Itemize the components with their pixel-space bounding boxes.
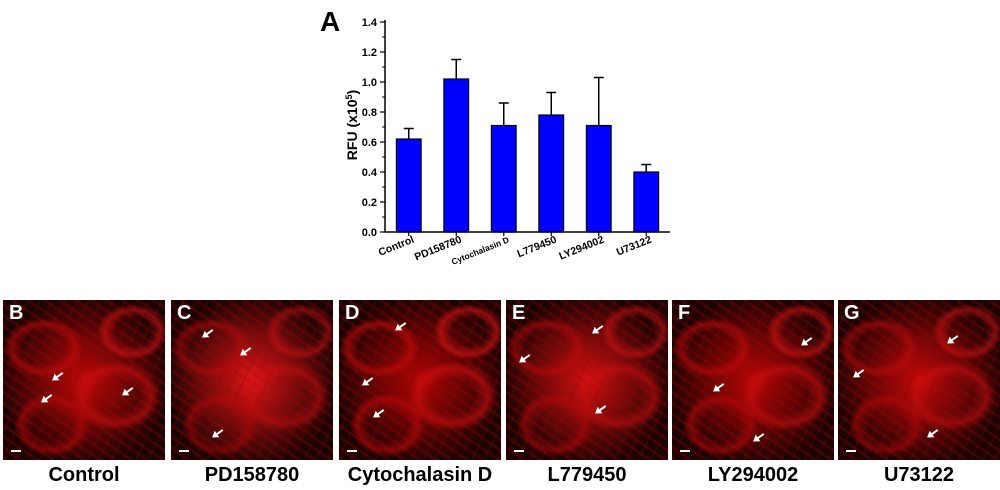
y-axis-label-superscript: 5 — [344, 94, 354, 99]
y-tick-label: 0.0 — [362, 227, 377, 239]
bar-ly294002 — [585, 124, 612, 233]
error-bars — [403, 58, 652, 172]
y-tick-label: 0.2 — [362, 197, 377, 209]
y-tick-label: 1.4 — [362, 17, 378, 29]
panel-label-f: F — [678, 302, 691, 324]
y-axis-label-text: RFU (x10 — [344, 99, 360, 160]
y-tick-label: 1.2 — [362, 47, 377, 59]
scale-bar — [179, 450, 189, 452]
x-tick-label: L779450 — [515, 234, 558, 261]
scale-bar — [11, 450, 21, 452]
svg-text:RFU (x105): RFU (x105) — [344, 90, 360, 160]
micrograph-panel-d: D — [339, 300, 501, 460]
bar-l779450 — [538, 114, 565, 233]
y-tick-label: 1.0 — [362, 77, 377, 89]
bar-cytochalasin-d — [490, 124, 517, 233]
arrow-icon — [201, 329, 213, 339]
arrow-icon — [211, 429, 223, 439]
x-tick-label: U73122 — [615, 234, 654, 259]
panel-caption-e: L779450 — [547, 464, 627, 486]
y-ticks: 0.0 0.2 0.4 0.6 0.8 1.0 1.2 1.4 — [362, 17, 385, 239]
panel-caption-c: PD158780 — [204, 464, 300, 486]
arrow-icon — [121, 387, 133, 397]
panel-caption-f: LY294002 — [707, 464, 799, 486]
x-tick-label: Control — [377, 234, 416, 259]
arrow-icon — [51, 372, 63, 382]
panel-caption-b: Control — [48, 464, 120, 486]
bar-u73122 — [633, 171, 660, 233]
arrow-icon — [752, 433, 764, 443]
panel-label-a: A — [320, 6, 340, 37]
bar-chart: A RFU (x105) 0.0 0.2 0.4 0.6 0.8 1.0 1.2 1.4 Co… — [320, 6, 670, 267]
scale-bar — [514, 450, 524, 452]
arrow-icon — [394, 322, 406, 332]
panel-label-e: E — [512, 302, 526, 324]
arrow-icon — [594, 405, 606, 415]
panel-label-d: D — [345, 302, 360, 324]
arrow-icon — [372, 409, 384, 419]
micrograph-panel-g: G — [838, 300, 1000, 460]
y-axis-label-close: ) — [344, 90, 360, 95]
bar-control — [395, 138, 422, 233]
arrow-icon — [518, 354, 530, 364]
micrograph-panel-b: B — [3, 300, 165, 460]
micrograph-panel-e: E — [506, 300, 668, 460]
micrograph-panel-f: F — [672, 300, 834, 460]
arrow-icon — [800, 337, 812, 347]
panel-label-g: G — [844, 302, 860, 324]
bars — [395, 78, 660, 233]
arrow-icon — [591, 325, 603, 335]
panel-label-b: B — [9, 302, 24, 324]
y-tick-label: 0.8 — [362, 107, 377, 119]
panel-label-c: C — [177, 302, 192, 324]
y-tick-label: 0.6 — [362, 137, 377, 149]
chart-axes — [384, 20, 670, 233]
panel-caption-g: U73122 — [883, 464, 955, 486]
y-axis-label: RFU (x105) — [344, 90, 360, 160]
arrow-icon — [361, 377, 373, 387]
x-tick-label: LY294002 — [557, 234, 606, 263]
arrow-icon — [712, 383, 724, 393]
bar-pd158780 — [443, 78, 470, 233]
micrograph-panel-c: C — [171, 300, 333, 460]
scale-bar — [680, 450, 690, 452]
arrow-icon — [946, 335, 958, 345]
scale-bar — [347, 450, 357, 452]
scale-bar — [846, 450, 856, 452]
y-tick-label: 0.4 — [362, 167, 378, 179]
arrow-icon — [40, 394, 52, 404]
panel-caption-d: Cytochalasin D — [347, 464, 493, 486]
arrow-icon — [852, 369, 864, 379]
arrow-icon — [926, 429, 938, 439]
arrow-icon — [239, 347, 251, 357]
